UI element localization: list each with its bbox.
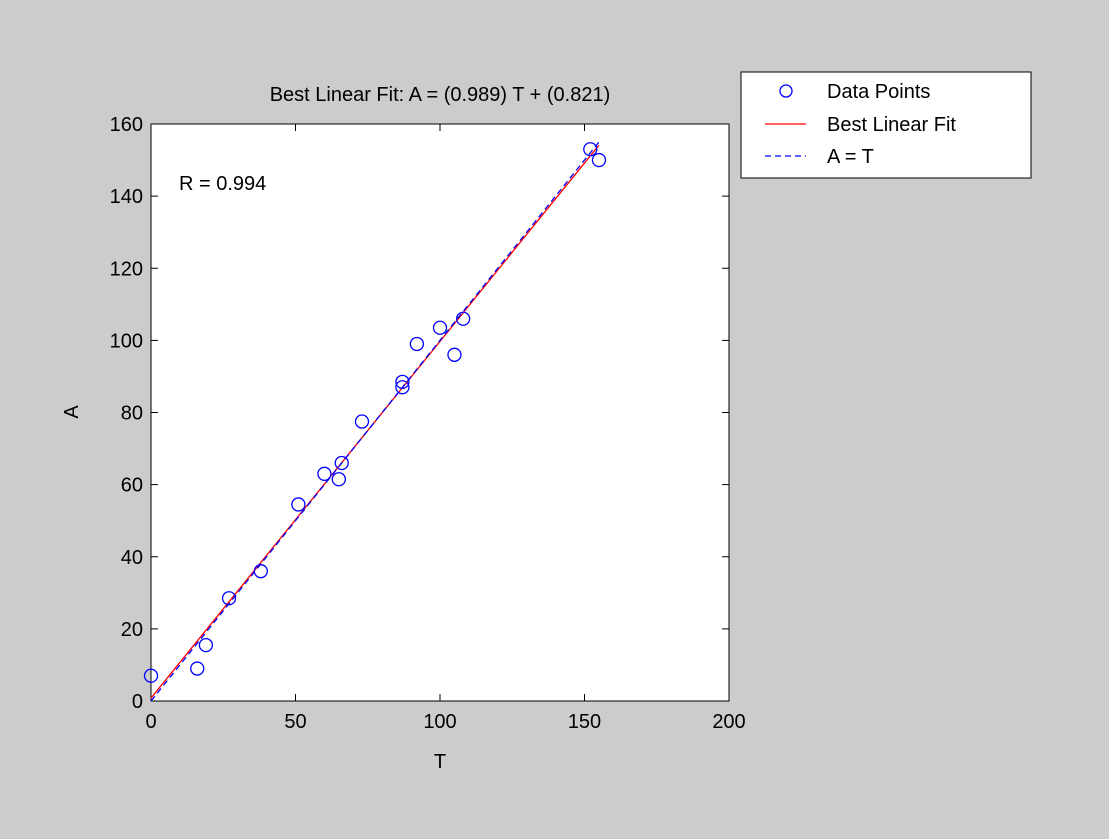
legend: Data Points Best Linear Fit A = T <box>740 71 1032 179</box>
data-point <box>354 414 370 429</box>
best-fit-line <box>150 144 600 699</box>
y-tick-label: 60 <box>121 475 143 497</box>
x-axis-label: T <box>434 751 446 773</box>
data-point <box>583 142 598 157</box>
points-layer <box>143 142 607 683</box>
data-point <box>409 336 425 352</box>
data-point <box>253 564 268 579</box>
legend-marker-data-points <box>779 84 793 98</box>
data-point <box>334 455 349 471</box>
data-point <box>395 374 410 389</box>
data-point <box>395 380 410 395</box>
y-tick-label: 160 <box>110 114 143 136</box>
legend-box <box>740 71 1032 179</box>
x-tick-label: 200 <box>712 711 745 733</box>
data-point <box>190 661 205 676</box>
data-point <box>455 311 471 326</box>
data-point <box>317 466 332 481</box>
data-point <box>331 472 347 487</box>
y-tick-label: 0 <box>132 691 143 713</box>
data-point <box>198 637 214 653</box>
x-tick-label: 50 <box>284 711 306 733</box>
data-point <box>291 497 306 512</box>
x-tick-label: 150 <box>568 711 601 733</box>
legend-label-best-fit: Best Linear Fit <box>827 114 956 136</box>
legend-label-data-points: Data Points <box>827 81 930 103</box>
y-tick-label: 80 <box>121 403 143 425</box>
data-point <box>447 347 462 362</box>
plot-area <box>150 123 730 702</box>
data-point <box>432 320 448 335</box>
y-tick-label: 100 <box>110 330 143 352</box>
r-annotation: R = 0.994 <box>179 173 266 195</box>
x-tick-label: 100 <box>423 711 456 733</box>
lines-layer <box>150 141 600 702</box>
y-tick-label: 120 <box>110 258 143 280</box>
y-tick-label: 20 <box>121 619 143 641</box>
data-point <box>221 591 237 606</box>
data-point <box>591 152 607 168</box>
legend-label-identity: A = T <box>827 146 874 168</box>
y-tick-label: 140 <box>110 186 143 208</box>
y-tick-label: 40 <box>121 547 143 569</box>
y-axis-label: A <box>61 405 83 419</box>
data-point <box>143 668 159 683</box>
tick-layer: 0 50 100 150 200 0 20 40 60 80 100 120 140 160 <box>110 114 746 733</box>
chart-title: Best Linear Fit: A = (0.989) T + (0.821) <box>270 84 611 106</box>
x-tick-label: 0 <box>145 711 156 733</box>
